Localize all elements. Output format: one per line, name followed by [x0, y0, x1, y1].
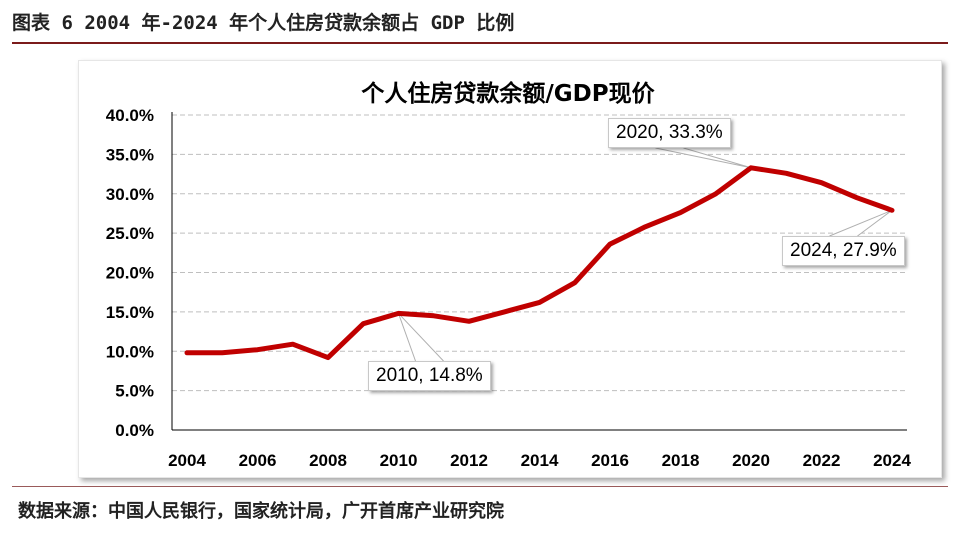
x-tick-label: 2006 — [239, 451, 277, 470]
series-line — [184, 165, 895, 361]
x-tick-label: 2022 — [803, 451, 841, 470]
x-tick-label: 2004 — [168, 451, 206, 470]
x-tick-label: 2020 — [732, 451, 770, 470]
x-tick-label: 2014 — [521, 451, 559, 470]
grid-lines — [172, 114, 907, 392]
chart-title: 个人住房贷款余额/GDP现价 — [361, 80, 655, 107]
annotation-2020: 2020, 33.3% — [608, 118, 731, 148]
caption-rule — [12, 42, 948, 44]
y-tick-label: 20.0% — [106, 264, 154, 283]
y-tick-label: 0.0% — [115, 421, 154, 440]
annotation-2010: 2010, 14.8% — [368, 361, 491, 391]
annotation-2024: 2024, 27.9% — [782, 236, 905, 266]
y-tick-labels: 0.0% 5.0% 10.0% 15.0% 20.0% 25.0% 30.0% 35.0% 40… — [106, 106, 154, 440]
x-tick-label: 2016 — [591, 451, 629, 470]
figure-caption: 图表 6 2004 年-2024 年个人住房贷款余额占 GDP 比例 — [12, 12, 515, 34]
x-tick-labels: 2004 2006 2008 2010 2012 2014 2016 2018 2020 2022… — [168, 451, 911, 470]
annotation-leader — [655, 147, 752, 169]
y-tick-label: 5.0% — [115, 382, 154, 401]
source-note: 数据来源：中国人民银行，国家统计局，广开首席产业研究院 — [18, 501, 504, 522]
y-tick-label: 35.0% — [106, 145, 154, 164]
y-tick-label: 30.0% — [106, 185, 154, 204]
y-tick-label: 10.0% — [106, 342, 154, 361]
source-rule — [12, 486, 948, 487]
x-tick-label: 2018 — [662, 451, 700, 470]
y-tick-label: 15.0% — [106, 303, 154, 322]
x-tick-label: 2024 — [873, 451, 911, 470]
y-tick-label: 25.0% — [106, 224, 154, 243]
x-tick-label: 2010 — [380, 451, 418, 470]
annotation-leader — [398, 313, 444, 362]
x-tick-label: 2008 — [309, 451, 347, 470]
y-tick-label: 40.0% — [106, 106, 154, 125]
chart-frame — [78, 60, 942, 478]
annotation-leader — [829, 209, 893, 237]
x-tick-label: 2012 — [450, 451, 488, 470]
